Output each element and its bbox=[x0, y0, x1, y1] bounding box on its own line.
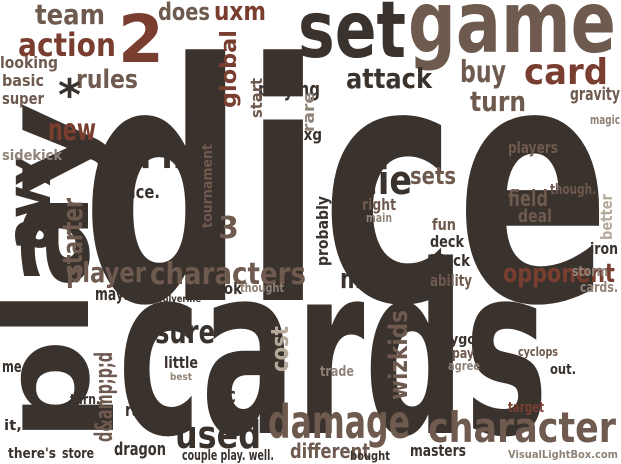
word: better bbox=[597, 194, 616, 240]
word: game bbox=[408, 0, 616, 73]
word: damage bbox=[268, 395, 410, 449]
word: cyclops bbox=[518, 345, 558, 359]
word: sure bbox=[155, 313, 215, 351]
word: basic bbox=[2, 71, 44, 90]
word: iron bbox=[590, 239, 618, 258]
word: thought bbox=[240, 281, 284, 295]
word: start bbox=[247, 78, 266, 118]
word: starter bbox=[56, 198, 89, 276]
word: opponent bbox=[503, 259, 615, 289]
word: character bbox=[428, 403, 616, 452]
word: trade bbox=[320, 364, 354, 380]
word: action bbox=[18, 26, 116, 64]
word: avx bbox=[0, 155, 65, 250]
word: die bbox=[354, 158, 412, 204]
word: player bbox=[66, 256, 146, 289]
word: rare bbox=[299, 92, 318, 132]
word: d&amp;p;d bbox=[90, 352, 118, 442]
word: ygo bbox=[450, 332, 476, 348]
word: sets bbox=[410, 162, 456, 190]
word: fun bbox=[432, 215, 456, 234]
word: attack bbox=[346, 62, 433, 95]
word: * bbox=[58, 70, 81, 121]
word: there's bbox=[8, 446, 56, 462]
word: rares bbox=[125, 400, 165, 421]
word: turn bbox=[470, 85, 526, 118]
word: 2 bbox=[118, 1, 164, 78]
word: buy bbox=[460, 55, 506, 90]
word: it, bbox=[4, 418, 22, 434]
word: out. bbox=[550, 362, 576, 378]
word: probably bbox=[313, 196, 332, 266]
word: bought bbox=[350, 449, 390, 463]
word: deck bbox=[430, 232, 464, 251]
word: dragon bbox=[114, 439, 166, 460]
word: wolverine bbox=[155, 294, 201, 305]
word: tournament bbox=[200, 144, 216, 228]
word: play bbox=[0, 102, 117, 442]
word: cards. bbox=[580, 280, 618, 296]
word: global bbox=[217, 30, 242, 108]
word: right bbox=[362, 195, 396, 214]
word: VisualLightBox.com bbox=[508, 448, 618, 461]
word: agree bbox=[448, 359, 480, 373]
word: marvel bbox=[340, 262, 422, 295]
word: maybe bbox=[95, 284, 141, 305]
word: set bbox=[298, 0, 406, 76]
word: players bbox=[508, 138, 558, 157]
word: magic bbox=[590, 113, 620, 127]
word: sidekick bbox=[2, 148, 63, 164]
word: black bbox=[430, 251, 470, 270]
word: new bbox=[48, 113, 96, 148]
word: wizkids bbox=[384, 310, 414, 400]
word: masters bbox=[410, 441, 466, 460]
word: little bbox=[164, 353, 198, 372]
word: dc bbox=[214, 383, 236, 407]
word: store bbox=[62, 446, 94, 462]
word: best bbox=[170, 372, 192, 383]
word: looking bbox=[0, 53, 58, 72]
word: game. bbox=[360, 139, 406, 158]
word: characters bbox=[150, 257, 306, 292]
word: used bbox=[175, 413, 261, 457]
word: does bbox=[158, 0, 210, 26]
word: target bbox=[508, 400, 544, 416]
word: rules bbox=[76, 65, 138, 95]
word: pay bbox=[452, 346, 474, 362]
word: uxm bbox=[214, 0, 266, 27]
word: cards bbox=[118, 216, 548, 464]
word: pxg bbox=[294, 125, 322, 144]
word: cost bbox=[266, 326, 294, 372]
word: super bbox=[2, 89, 44, 108]
word: me. bbox=[2, 357, 26, 376]
word: storm bbox=[572, 264, 608, 280]
word: deal bbox=[518, 206, 552, 227]
word: 3 bbox=[218, 211, 239, 246]
word: ability bbox=[430, 271, 472, 290]
word: look bbox=[210, 279, 242, 298]
word: card bbox=[524, 52, 608, 93]
word: dice. bbox=[120, 182, 160, 203]
word: gravity bbox=[570, 84, 620, 105]
word: i'll bbox=[140, 141, 184, 176]
word: turn. bbox=[70, 392, 100, 408]
word: playing bbox=[258, 77, 320, 101]
word: field bbox=[508, 187, 548, 212]
word: different bbox=[290, 439, 370, 463]
word: main bbox=[366, 211, 392, 225]
word: though. bbox=[550, 182, 596, 198]
word: dice bbox=[82, 0, 610, 378]
word: team bbox=[35, 0, 105, 31]
word: couple play. well. bbox=[182, 448, 274, 464]
